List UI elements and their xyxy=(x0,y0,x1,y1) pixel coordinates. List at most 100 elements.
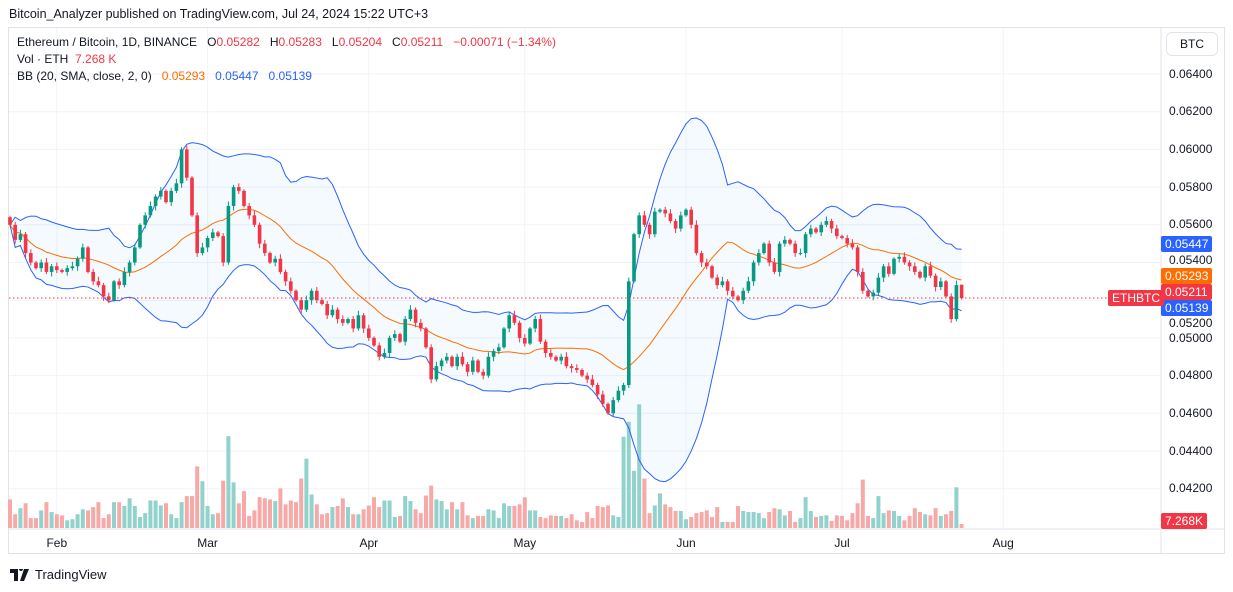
legend-bb-row[interactable]: BB (20, SMA, close, 2, 0) 0.05293 0.0544… xyxy=(17,69,312,83)
candle xyxy=(840,234,844,240)
volume-bar xyxy=(257,497,262,528)
candle xyxy=(237,183,241,194)
volume-bar xyxy=(782,515,787,528)
candle xyxy=(96,276,101,288)
candle-body xyxy=(289,281,293,291)
candle-body xyxy=(429,347,433,380)
candle-body xyxy=(49,266,54,272)
candle xyxy=(793,240,797,257)
volume-bar xyxy=(897,515,902,528)
volume-bar xyxy=(153,500,158,528)
candle-body xyxy=(845,237,849,244)
volume-bar xyxy=(28,518,33,528)
candle-body xyxy=(725,281,730,291)
volume-bar xyxy=(647,513,652,528)
candle xyxy=(70,261,75,271)
volume-bar xyxy=(314,504,319,528)
volume-bar xyxy=(242,491,246,528)
volume-bar xyxy=(694,513,699,528)
volume-bar xyxy=(923,514,928,528)
volume-bar xyxy=(54,514,59,528)
candle-body xyxy=(590,379,595,386)
volume-bar xyxy=(346,507,350,528)
candle-body xyxy=(8,217,12,225)
tradingview-logo[interactable]: TradingView xyxy=(10,567,107,582)
volume-bar xyxy=(663,504,668,528)
candle xyxy=(179,147,184,188)
candle xyxy=(918,270,922,280)
candle-body xyxy=(595,385,600,395)
volume-bar xyxy=(772,508,777,528)
candle xyxy=(185,145,189,181)
candle-body xyxy=(278,258,283,272)
volume-bar xyxy=(850,513,855,528)
volume-bar xyxy=(798,518,803,528)
candle-body xyxy=(949,296,953,320)
symbol-tag: ETHBTC xyxy=(1108,290,1164,306)
volume-bar xyxy=(13,514,18,528)
legend-volume-row[interactable]: Vol · ETH 7.268 K xyxy=(17,52,116,66)
volume-bar xyxy=(736,506,740,528)
candle xyxy=(242,189,246,208)
candle-body xyxy=(34,262,38,269)
candle xyxy=(954,280,959,322)
volume-bar xyxy=(902,520,907,528)
candle-body xyxy=(533,319,537,329)
volume-bar xyxy=(273,501,278,528)
volume-bar xyxy=(268,499,272,528)
volume-bar xyxy=(496,518,501,528)
volume-bar xyxy=(138,517,142,528)
grid-lines xyxy=(9,28,1160,528)
candle-body xyxy=(148,205,153,216)
candle xyxy=(476,359,480,374)
candle xyxy=(143,212,147,229)
candle-body xyxy=(263,243,267,254)
price-tick-label: 0.04600 xyxy=(1169,405,1213,420)
candle-body xyxy=(757,253,761,263)
candle xyxy=(190,176,194,217)
candle-body xyxy=(741,290,745,301)
candle-body xyxy=(658,209,662,212)
volume-bar xyxy=(8,499,12,528)
volume-bar xyxy=(372,497,376,528)
candle-body xyxy=(647,224,652,235)
time-tick-label: May xyxy=(513,536,537,550)
candle-body xyxy=(580,369,584,376)
volume-bar xyxy=(876,496,881,528)
candle-body xyxy=(705,262,709,267)
price-tick-label: 0.04400 xyxy=(1169,443,1213,458)
price-tick-label: 0.06400 xyxy=(1169,66,1213,81)
candle-body xyxy=(684,209,688,216)
candle xyxy=(549,349,553,360)
candle-body xyxy=(939,281,943,288)
candle-body xyxy=(174,183,179,191)
volume-bar xyxy=(684,519,688,528)
time-tick-label: Aug xyxy=(992,536,1014,550)
volume-bar xyxy=(959,524,964,528)
volume-bar xyxy=(460,502,465,528)
candle xyxy=(627,277,631,389)
volume-bar xyxy=(767,512,772,528)
candle-body xyxy=(117,281,121,286)
candle-body xyxy=(367,328,371,338)
candle-body xyxy=(335,309,340,320)
currency-button[interactable]: BTC xyxy=(1166,32,1218,56)
candle xyxy=(174,178,179,194)
volume-bar xyxy=(907,515,912,528)
candle-body xyxy=(699,253,704,263)
legend-symbol-row[interactable]: Ethereum / Bitcoin, 1D, BINANCE O0.05282… xyxy=(17,35,556,49)
candle-body xyxy=(881,266,886,278)
time-tick-label: Jun xyxy=(676,536,696,550)
candle-body xyxy=(819,224,823,233)
candle-body xyxy=(803,234,808,254)
volume-bar xyxy=(439,501,444,528)
candle xyxy=(231,184,236,211)
price-tick-label: 0.04800 xyxy=(1169,368,1213,383)
candle xyxy=(897,253,901,263)
volume-bar xyxy=(642,478,647,528)
candle-body xyxy=(419,322,423,329)
volume-bar xyxy=(829,520,834,528)
volume-bar xyxy=(392,517,397,528)
candle-body xyxy=(814,228,818,233)
